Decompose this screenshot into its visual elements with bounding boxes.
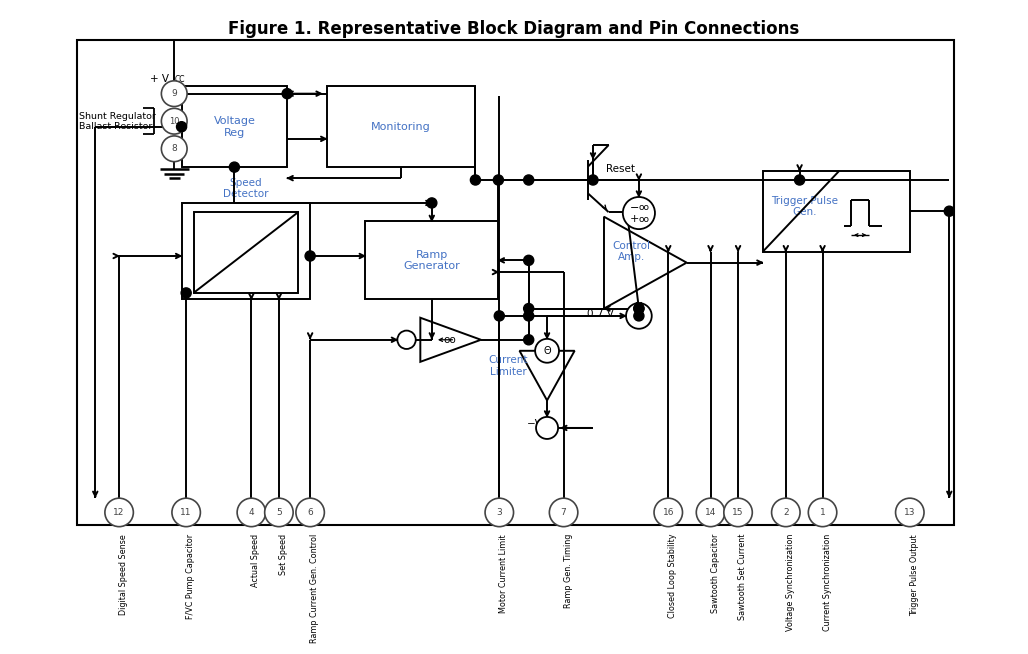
Text: 6: 6 bbox=[307, 508, 313, 517]
Circle shape bbox=[296, 498, 325, 526]
Text: Monitoring: Monitoring bbox=[371, 122, 431, 131]
Bar bbox=[365, 221, 499, 300]
Circle shape bbox=[654, 498, 683, 526]
Text: Trigger Pulse
Gen.: Trigger Pulse Gen. bbox=[771, 196, 838, 217]
Text: Shunt Regulator
Ballast Resistor: Shunt Regulator Ballast Resistor bbox=[79, 112, 155, 131]
Circle shape bbox=[724, 498, 752, 526]
Text: + V: + V bbox=[150, 74, 170, 84]
Circle shape bbox=[398, 330, 415, 349]
Text: 1: 1 bbox=[819, 508, 825, 517]
Circle shape bbox=[105, 498, 134, 526]
Circle shape bbox=[181, 288, 191, 298]
Text: 3: 3 bbox=[497, 508, 503, 517]
Circle shape bbox=[237, 498, 265, 526]
Text: Voltage Synchronization: Voltage Synchronization bbox=[785, 534, 795, 631]
Bar bbox=[193, 212, 298, 293]
Text: 14: 14 bbox=[705, 508, 717, 517]
Text: 4: 4 bbox=[249, 508, 254, 517]
Text: Ramp Gen. Timing: Ramp Gen. Timing bbox=[563, 534, 573, 608]
Text: Sawtooth Capacitor: Sawtooth Capacitor bbox=[710, 534, 720, 613]
Text: Ramp
Generator: Ramp Generator bbox=[403, 250, 461, 271]
Circle shape bbox=[895, 498, 924, 526]
Bar bbox=[182, 203, 310, 300]
Circle shape bbox=[161, 81, 187, 107]
Text: Reset: Reset bbox=[607, 164, 635, 175]
Text: 12: 12 bbox=[113, 508, 124, 517]
Circle shape bbox=[536, 339, 559, 363]
Text: CC: CC bbox=[542, 420, 552, 429]
Circle shape bbox=[634, 311, 644, 321]
Bar bbox=[327, 86, 475, 167]
Circle shape bbox=[536, 417, 558, 439]
Text: −V: −V bbox=[527, 419, 543, 429]
Text: 7: 7 bbox=[560, 508, 566, 517]
Text: Speed
Detector: Speed Detector bbox=[223, 178, 268, 199]
Text: 2: 2 bbox=[783, 508, 788, 517]
Circle shape bbox=[549, 498, 578, 526]
Circle shape bbox=[523, 335, 534, 345]
Text: oo: oo bbox=[443, 335, 456, 345]
Text: Actual Speed: Actual Speed bbox=[252, 534, 260, 587]
Text: Set Speed: Set Speed bbox=[279, 534, 288, 575]
Circle shape bbox=[282, 88, 292, 99]
Circle shape bbox=[177, 122, 187, 131]
Circle shape bbox=[523, 175, 534, 185]
Circle shape bbox=[523, 255, 534, 266]
Text: Digital Speed Sense: Digital Speed Sense bbox=[119, 534, 128, 615]
Circle shape bbox=[229, 162, 240, 172]
Text: Current Synchronization: Current Synchronization bbox=[822, 534, 832, 631]
Text: +: + bbox=[629, 215, 639, 224]
Circle shape bbox=[494, 311, 505, 321]
Text: =: = bbox=[634, 311, 644, 321]
Text: 11: 11 bbox=[180, 508, 192, 517]
Text: Closed Loop Stability: Closed Loop Stability bbox=[668, 534, 677, 619]
Text: CC: CC bbox=[174, 75, 185, 84]
Circle shape bbox=[808, 498, 837, 526]
Circle shape bbox=[493, 175, 504, 185]
Text: Control
Amp.: Control Amp. bbox=[613, 241, 651, 262]
Text: 5: 5 bbox=[277, 508, 282, 517]
Circle shape bbox=[772, 498, 800, 526]
Bar bbox=[763, 171, 910, 252]
Circle shape bbox=[264, 498, 293, 526]
Circle shape bbox=[523, 303, 534, 314]
Text: 15: 15 bbox=[732, 508, 744, 517]
Text: Current
Limiter: Current Limiter bbox=[488, 355, 528, 377]
Circle shape bbox=[588, 175, 598, 185]
Circle shape bbox=[634, 303, 644, 314]
Circle shape bbox=[485, 498, 514, 526]
Circle shape bbox=[161, 136, 187, 162]
Circle shape bbox=[626, 303, 652, 329]
Circle shape bbox=[427, 198, 437, 208]
Circle shape bbox=[305, 251, 316, 261]
Text: 16: 16 bbox=[662, 508, 674, 517]
Circle shape bbox=[696, 498, 725, 526]
Circle shape bbox=[634, 303, 644, 314]
Text: Trigger Pulse Output: Trigger Pulse Output bbox=[910, 534, 919, 615]
Text: F/VC Pump Capacitor: F/VC Pump Capacitor bbox=[186, 534, 195, 619]
Text: Motor Current Limit: Motor Current Limit bbox=[500, 534, 508, 613]
Circle shape bbox=[795, 175, 805, 185]
Text: Voltage
Reg: Voltage Reg bbox=[214, 116, 255, 137]
Text: 10: 10 bbox=[169, 116, 180, 126]
Text: 9: 9 bbox=[172, 89, 177, 98]
Text: Θ: Θ bbox=[543, 346, 551, 356]
Circle shape bbox=[161, 109, 187, 134]
Bar bbox=[77, 41, 954, 525]
Bar bbox=[182, 86, 287, 167]
Circle shape bbox=[172, 498, 200, 526]
Circle shape bbox=[471, 175, 480, 185]
Text: 8: 8 bbox=[172, 145, 177, 153]
Circle shape bbox=[945, 206, 954, 216]
Text: Sawtooth Set Current: Sawtooth Set Current bbox=[738, 534, 747, 621]
Text: Figure 1. Representative Block Diagram and Pin Connections: Figure 1. Representative Block Diagram a… bbox=[228, 20, 800, 39]
Text: Ramp Current Gen. Control: Ramp Current Gen. Control bbox=[310, 534, 319, 644]
Text: 0.7 V: 0.7 V bbox=[587, 309, 614, 319]
Circle shape bbox=[623, 197, 655, 229]
Circle shape bbox=[523, 311, 534, 321]
Text: oo: oo bbox=[638, 203, 650, 212]
Text: −: − bbox=[629, 203, 639, 213]
Text: 13: 13 bbox=[904, 508, 916, 517]
Text: oo: oo bbox=[638, 215, 650, 224]
